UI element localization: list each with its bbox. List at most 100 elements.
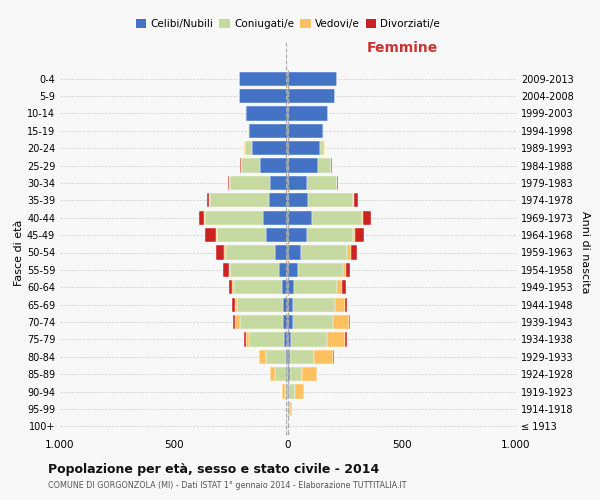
Bar — [280, 263, 288, 277]
Bar — [317, 158, 331, 172]
Bar — [343, 263, 346, 277]
Bar — [271, 367, 275, 382]
Bar — [246, 106, 288, 120]
Bar — [293, 298, 335, 312]
Bar — [327, 332, 344, 346]
Bar — [353, 228, 355, 242]
Bar — [235, 298, 238, 312]
Bar — [288, 246, 301, 260]
Bar — [239, 315, 283, 329]
Bar — [335, 298, 345, 312]
Bar — [312, 210, 362, 225]
Bar — [223, 263, 229, 277]
Bar — [224, 246, 226, 260]
Bar — [209, 193, 211, 208]
Bar — [288, 72, 337, 86]
Bar — [216, 246, 224, 260]
Bar — [288, 315, 293, 329]
Bar — [307, 176, 337, 190]
Bar — [211, 193, 269, 208]
Bar — [239, 72, 288, 86]
Bar — [288, 384, 289, 398]
Bar — [241, 158, 260, 172]
Bar — [230, 176, 270, 190]
Bar — [248, 124, 249, 138]
Bar — [234, 280, 281, 294]
Bar — [290, 402, 292, 416]
Bar — [238, 298, 283, 312]
Bar — [343, 280, 346, 294]
Bar — [288, 124, 323, 138]
Bar — [232, 280, 234, 294]
Bar — [298, 263, 343, 277]
Bar — [288, 158, 317, 172]
Bar — [229, 280, 232, 294]
Bar — [355, 193, 358, 208]
Bar — [275, 246, 288, 260]
Y-axis label: Fasce di età: Fasce di età — [14, 220, 24, 286]
Bar — [284, 332, 288, 346]
Bar — [347, 246, 350, 260]
Bar — [288, 280, 294, 294]
Bar — [284, 384, 287, 398]
Bar — [287, 367, 288, 382]
Bar — [314, 350, 333, 364]
Bar — [323, 124, 325, 138]
Bar — [349, 315, 350, 329]
Bar — [288, 228, 307, 242]
Bar — [337, 176, 338, 190]
Bar — [301, 246, 347, 260]
Bar — [353, 193, 355, 208]
Bar — [295, 384, 304, 398]
Bar — [288, 332, 292, 346]
Bar — [205, 210, 263, 225]
Bar — [292, 332, 327, 346]
Bar — [263, 210, 288, 225]
Bar — [337, 280, 343, 294]
Bar — [283, 384, 284, 398]
Bar — [293, 315, 333, 329]
Bar — [246, 332, 248, 346]
Bar — [226, 246, 275, 260]
Bar — [266, 228, 288, 242]
Bar — [288, 350, 290, 364]
Bar — [260, 158, 288, 172]
Bar — [230, 263, 280, 277]
Bar — [283, 298, 288, 312]
Text: COMUNE DI GORGONZOLA (MI) - Dati ISTAT 1° gennaio 2014 - Elaborazione TUTTITALIA: COMUNE DI GORGONZOLA (MI) - Dati ISTAT 1… — [48, 481, 407, 490]
Bar — [266, 350, 286, 364]
Bar — [288, 141, 320, 156]
Bar — [333, 350, 334, 364]
Bar — [302, 367, 317, 382]
Bar — [287, 384, 288, 398]
Bar — [333, 315, 349, 329]
Bar — [308, 193, 353, 208]
Bar — [288, 298, 293, 312]
Bar — [294, 280, 337, 294]
Text: Popolazione per età, sesso e stato civile - 2014: Popolazione per età, sesso e stato civil… — [48, 462, 379, 475]
Bar — [288, 89, 335, 103]
Bar — [270, 176, 288, 190]
Bar — [244, 332, 246, 346]
Bar — [281, 280, 288, 294]
Bar — [289, 384, 295, 398]
Bar — [203, 210, 205, 225]
Bar — [288, 106, 328, 120]
Bar — [248, 332, 284, 346]
Bar — [229, 263, 230, 277]
Bar — [232, 298, 235, 312]
Bar — [307, 228, 353, 242]
Bar — [350, 246, 357, 260]
Bar — [244, 141, 245, 156]
Bar — [346, 263, 350, 277]
Bar — [235, 315, 239, 329]
Bar — [275, 367, 287, 382]
Bar — [233, 315, 235, 329]
Bar — [288, 210, 312, 225]
Bar — [249, 124, 288, 138]
Bar — [239, 89, 288, 103]
Bar — [345, 298, 347, 312]
Text: Femmine: Femmine — [367, 42, 437, 56]
Bar — [199, 210, 203, 225]
Bar — [259, 350, 266, 364]
